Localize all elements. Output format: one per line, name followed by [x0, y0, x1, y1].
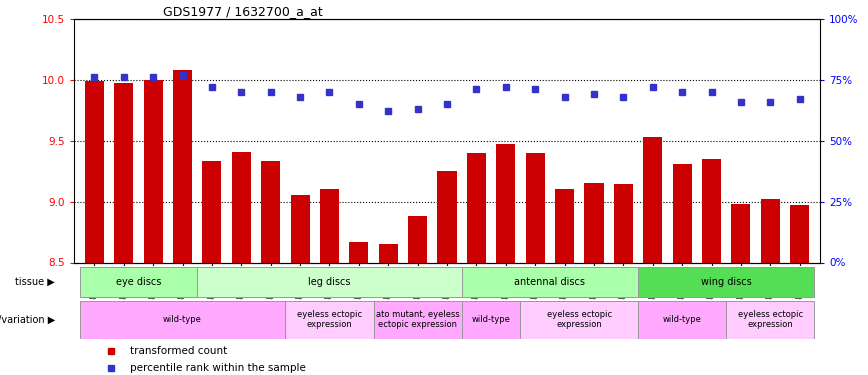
- Text: wild-type: wild-type: [163, 315, 202, 324]
- Bar: [555, 189, 574, 262]
- Bar: [373, 301, 462, 339]
- Bar: [496, 144, 516, 262]
- Bar: [320, 189, 339, 262]
- Bar: [732, 204, 751, 262]
- Bar: [638, 301, 727, 339]
- Bar: [462, 301, 521, 339]
- Bar: [408, 216, 427, 262]
- Text: tissue ▶: tissue ▶: [16, 277, 56, 287]
- Bar: [349, 242, 368, 262]
- Bar: [702, 159, 721, 262]
- Bar: [584, 183, 603, 262]
- Bar: [80, 301, 286, 339]
- Text: wing discs: wing discs: [700, 277, 752, 287]
- Bar: [80, 267, 197, 297]
- Text: eyeless ectopic
expression: eyeless ectopic expression: [547, 310, 612, 329]
- Bar: [521, 301, 638, 339]
- Text: ato mutant, eyeless
ectopic expression: ato mutant, eyeless ectopic expression: [376, 310, 459, 329]
- Text: eye discs: eye discs: [115, 277, 161, 287]
- Bar: [462, 267, 638, 297]
- Bar: [643, 137, 662, 262]
- Bar: [202, 161, 221, 262]
- Bar: [614, 184, 633, 262]
- Text: GDS1977 / 1632700_a_at: GDS1977 / 1632700_a_at: [163, 4, 323, 18]
- Text: eyeless ectopic
expression: eyeless ectopic expression: [738, 310, 803, 329]
- Bar: [291, 195, 310, 262]
- Bar: [232, 152, 251, 262]
- Bar: [673, 164, 692, 262]
- Text: wild-type: wild-type: [662, 315, 701, 324]
- Bar: [467, 153, 486, 262]
- Bar: [115, 83, 134, 262]
- Bar: [437, 171, 457, 262]
- Text: eyeless ectopic
expression: eyeless ectopic expression: [297, 310, 362, 329]
- Bar: [760, 199, 779, 262]
- Bar: [727, 301, 814, 339]
- Text: transformed count: transformed count: [130, 346, 227, 356]
- Text: leg discs: leg discs: [308, 277, 351, 287]
- Bar: [143, 80, 162, 262]
- Bar: [85, 81, 104, 262]
- Bar: [261, 161, 280, 262]
- Text: percentile rank within the sample: percentile rank within the sample: [130, 363, 306, 373]
- Bar: [790, 205, 809, 262]
- Bar: [286, 301, 373, 339]
- Bar: [197, 267, 462, 297]
- Text: wild-type: wild-type: [471, 315, 510, 324]
- Bar: [173, 70, 192, 262]
- Text: genotype/variation ▶: genotype/variation ▶: [0, 315, 56, 325]
- Text: antennal discs: antennal discs: [515, 277, 585, 287]
- Bar: [526, 153, 545, 262]
- Bar: [638, 267, 814, 297]
- Bar: [378, 244, 398, 262]
